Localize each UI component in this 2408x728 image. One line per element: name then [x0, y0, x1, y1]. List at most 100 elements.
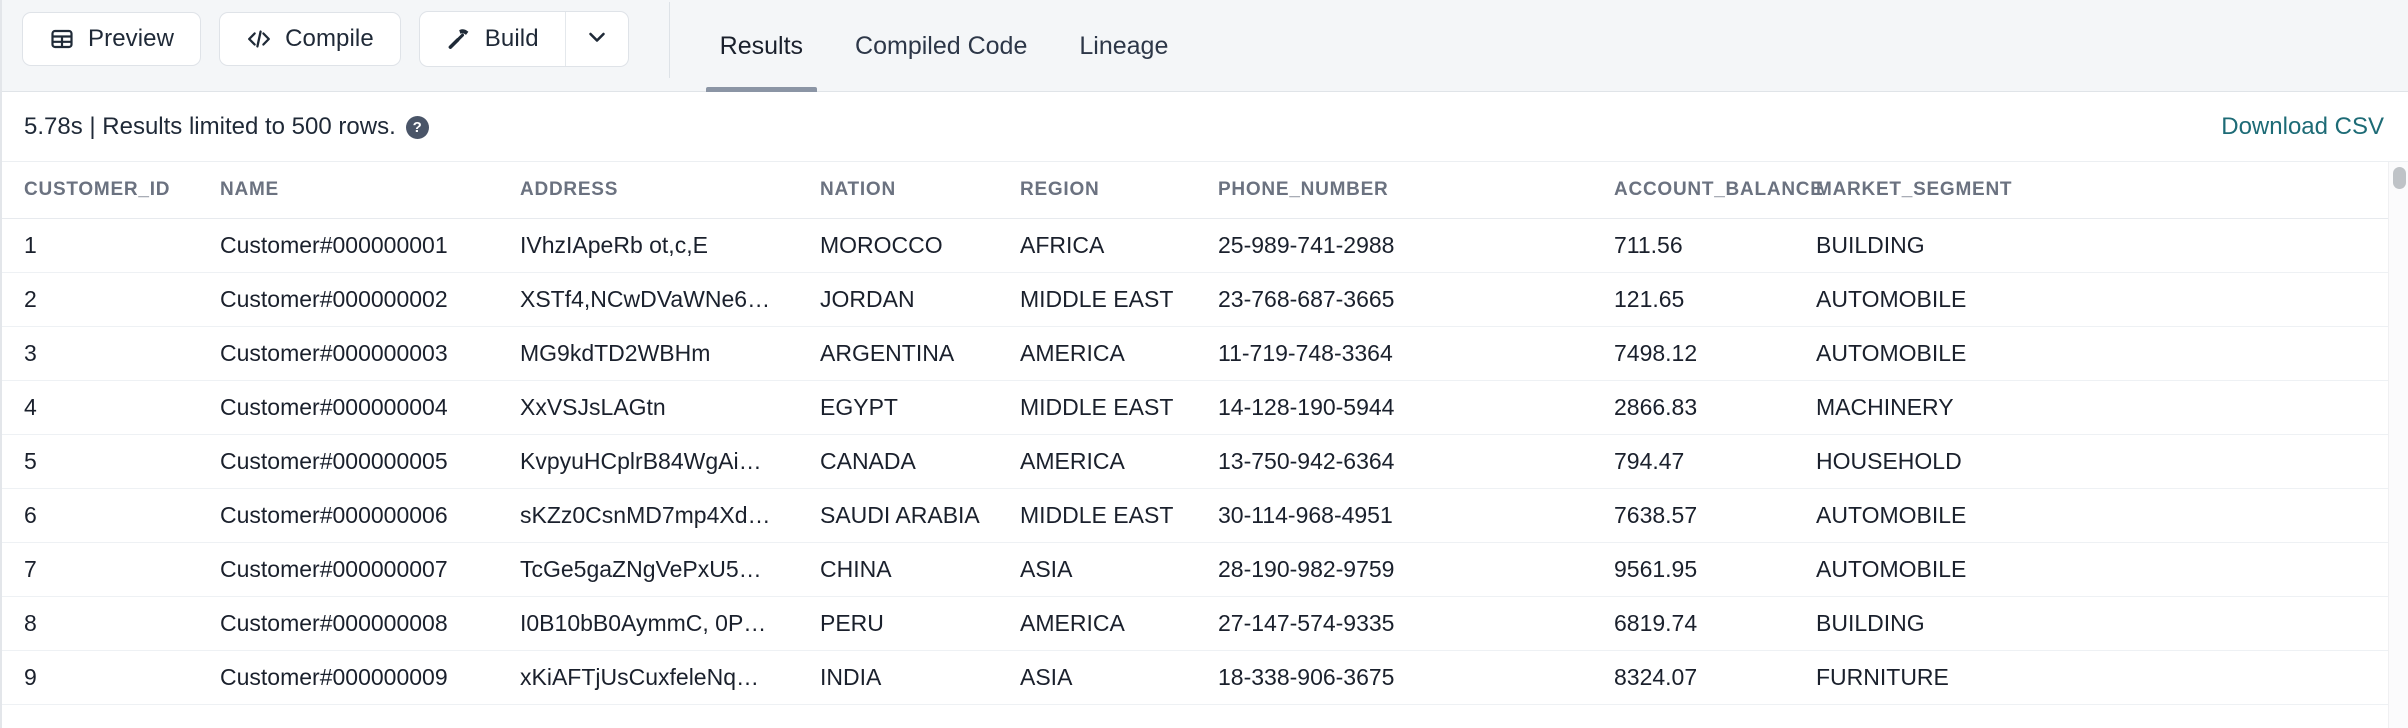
cell-nation: CHINA: [798, 542, 998, 597]
cell-address: MG9kdTD2WBHm: [498, 326, 798, 381]
cell-address: I0B10bB0AymmC, 0P…: [498, 596, 798, 651]
cell-phone-number: 23-768-687-3665: [1196, 272, 1592, 327]
cell-nation: SAUDI ARABIA: [798, 488, 998, 543]
cell-region: MIDDLE EAST: [998, 380, 1196, 435]
column-header-nation[interactable]: NATION: [798, 162, 998, 219]
build-split-button: Build: [418, 11, 629, 67]
table-row[interactable]: 6 Customer#000000006 sKZz0CsnMD7mp4Xd… SAUD…: [2, 488, 2388, 543]
top-toolbar: Preview Compile: [2, 0, 2408, 92]
cell-account-balance: 711.56: [1592, 218, 1794, 273]
cell-market-segment: AUTOMOBILE: [1794, 272, 2388, 327]
table-row[interactable]: 3 Customer#000000003 MG9kdTD2WBHm ARGENTINA…: [2, 326, 2388, 381]
cell-account-balance: 794.47: [1592, 434, 1794, 489]
cell-market-segment: BUILDING: [1794, 218, 2388, 273]
cell-account-balance: 121.65: [1592, 272, 1794, 327]
cell-account-balance: 2866.83: [1592, 380, 1794, 435]
column-header-address[interactable]: ADDRESS: [498, 162, 798, 219]
cell-region: MIDDLE EAST: [998, 488, 1196, 543]
chevron-down-icon: [583, 23, 611, 56]
toolbar-divider: [668, 2, 670, 78]
cell-address: XSTf4,NCwDVaWNe6…: [498, 272, 798, 327]
cell-phone-number: 30-114-968-4951: [1196, 488, 1592, 543]
results-vertical-scrollbar[interactable]: [2388, 162, 2408, 728]
cell-address: sKZz0CsnMD7mp4Xd…: [498, 488, 798, 543]
action-button-group: Preview Compile: [2, 0, 670, 78]
cell-nation: PERU: [798, 596, 998, 651]
cell-market-segment: AUTOMOBILE: [1794, 488, 2388, 543]
cell-address: KvpyuHCplrB84WgAi…: [498, 434, 798, 489]
table-header-row: CUSTOMER_ID NAME ADDRESS NATION REGION P…: [2, 162, 2388, 219]
results-table: CUSTOMER_ID NAME ADDRESS NATION REGION P…: [2, 162, 2388, 705]
build-button[interactable]: Build: [420, 12, 565, 66]
tab-compiled-code[interactable]: Compiled Code: [829, 0, 1053, 92]
cell-address: IVhzIApeRb ot,c,E: [498, 218, 798, 273]
cell-nation: ARGENTINA: [798, 326, 998, 381]
column-header-customer-id[interactable]: CUSTOMER_ID: [2, 162, 198, 219]
cell-nation: EGYPT: [798, 380, 998, 435]
results-status-text: 5.78s | Results limited to 500 rows.: [24, 112, 396, 140]
compile-button[interactable]: Compile: [219, 12, 401, 66]
cell-customer-id: 8: [2, 596, 198, 651]
build-dropdown-toggle[interactable]: [566, 12, 628, 66]
cell-account-balance: 9561.95: [1592, 542, 1794, 597]
cell-name: Customer#000000008: [198, 596, 498, 651]
table-row[interactable]: 9 Customer#000000009 xKiAFTjUsCuxfeleNq… IN…: [2, 650, 2388, 705]
cell-market-segment: FURNITURE: [1794, 650, 2388, 705]
cell-nation: CANADA: [798, 434, 998, 489]
scrollbar-thumb[interactable]: [2393, 167, 2406, 189]
column-header-name[interactable]: NAME: [198, 162, 498, 219]
results-table-body: 1 Customer#000000001 IVhzIApeRb ot,c,E MORO…: [2, 218, 2388, 705]
cell-market-segment: AUTOMOBILE: [1794, 326, 2388, 381]
cell-region: AFRICA: [998, 218, 1196, 273]
cell-address: TcGe5gaZNgVePxU5…: [498, 542, 798, 597]
table-row[interactable]: 5 Customer#000000005 KvpyuHCplrB84WgAi… CAN…: [2, 434, 2388, 489]
table-row[interactable]: 7 Customer#000000007 TcGe5gaZNgVePxU5… CHIN…: [2, 542, 2388, 597]
cell-name: Customer#000000006: [198, 488, 498, 543]
cell-customer-id: 9: [2, 650, 198, 705]
cell-market-segment: HOUSEHOLD: [1794, 434, 2388, 489]
hammer-icon: [446, 26, 472, 52]
cell-account-balance: 7498.12: [1592, 326, 1794, 381]
cell-nation: MOROCCO: [798, 218, 998, 273]
cell-name: Customer#000000009: [198, 650, 498, 705]
split-button-divider: [564, 12, 566, 66]
results-status: 5.78s | Results limited to 500 rows. ?: [24, 113, 429, 141]
cell-phone-number: 11-719-748-3364: [1196, 326, 1592, 381]
cell-address: xKiAFTjUsCuxfeleNq…: [498, 650, 798, 705]
column-header-phone-number[interactable]: PHONE_NUMBER: [1196, 162, 1592, 219]
cell-region: AMERICA: [998, 434, 1196, 489]
table-row[interactable]: 8 Customer#000000008 I0B10bB0AymmC, 0P… PER…: [2, 596, 2388, 651]
tab-lineage[interactable]: Lineage: [1053, 0, 1194, 92]
cell-nation: INDIA: [798, 650, 998, 705]
result-tabs: Results Compiled Code Lineage: [670, 0, 1195, 92]
cell-market-segment: MACHINERY: [1794, 380, 2388, 435]
cell-market-segment: BUILDING: [1794, 596, 2388, 651]
tab-results-label: Results: [719, 31, 804, 60]
cell-nation: JORDAN: [798, 272, 998, 327]
cell-customer-id: 1: [2, 218, 198, 273]
download-csv-link[interactable]: Download CSV: [2221, 112, 2384, 140]
build-button-label: Build: [484, 25, 539, 52]
tab-lineage-label: Lineage: [1079, 31, 1169, 60]
table-row[interactable]: 1 Customer#000000001 IVhzIApeRb ot,c,E MORO…: [2, 218, 2388, 273]
tab-results[interactable]: Results: [694, 0, 829, 92]
cell-name: Customer#000000007: [198, 542, 498, 597]
cell-phone-number: 28-190-982-9759: [1196, 542, 1592, 597]
cell-region: ASIA: [998, 650, 1196, 705]
cell-name: Customer#000000004: [198, 380, 498, 435]
column-header-region[interactable]: REGION: [998, 162, 1196, 219]
table-row[interactable]: 4 Customer#000000004 XxVSJsLAGtn EGYPT MIDDL…: [2, 380, 2388, 435]
results-table-head: CUSTOMER_ID NAME ADDRESS NATION REGION P…: [2, 162, 2388, 219]
cell-name: Customer#000000005: [198, 434, 498, 489]
preview-button[interactable]: Preview: [22, 12, 202, 66]
table-row[interactable]: 2 Customer#000000002 XSTf4,NCwDVaWNe6… JORD…: [2, 272, 2388, 327]
column-header-account-balance[interactable]: ACCOUNT_BALANCE: [1592, 162, 1823, 219]
column-header-market-segment[interactable]: MARKET_SEGMENT: [1794, 162, 2388, 219]
cell-phone-number: 14-128-190-5944: [1196, 380, 1592, 435]
question-mark-circle-icon[interactable]: ?: [405, 116, 429, 139]
cell-customer-id: 7: [2, 542, 198, 597]
cell-customer-id: 5: [2, 434, 198, 489]
cell-region: AMERICA: [998, 596, 1196, 651]
cell-address: XxVSJsLAGtn: [498, 380, 798, 435]
help-icon-glyph: ?: [412, 119, 422, 136]
